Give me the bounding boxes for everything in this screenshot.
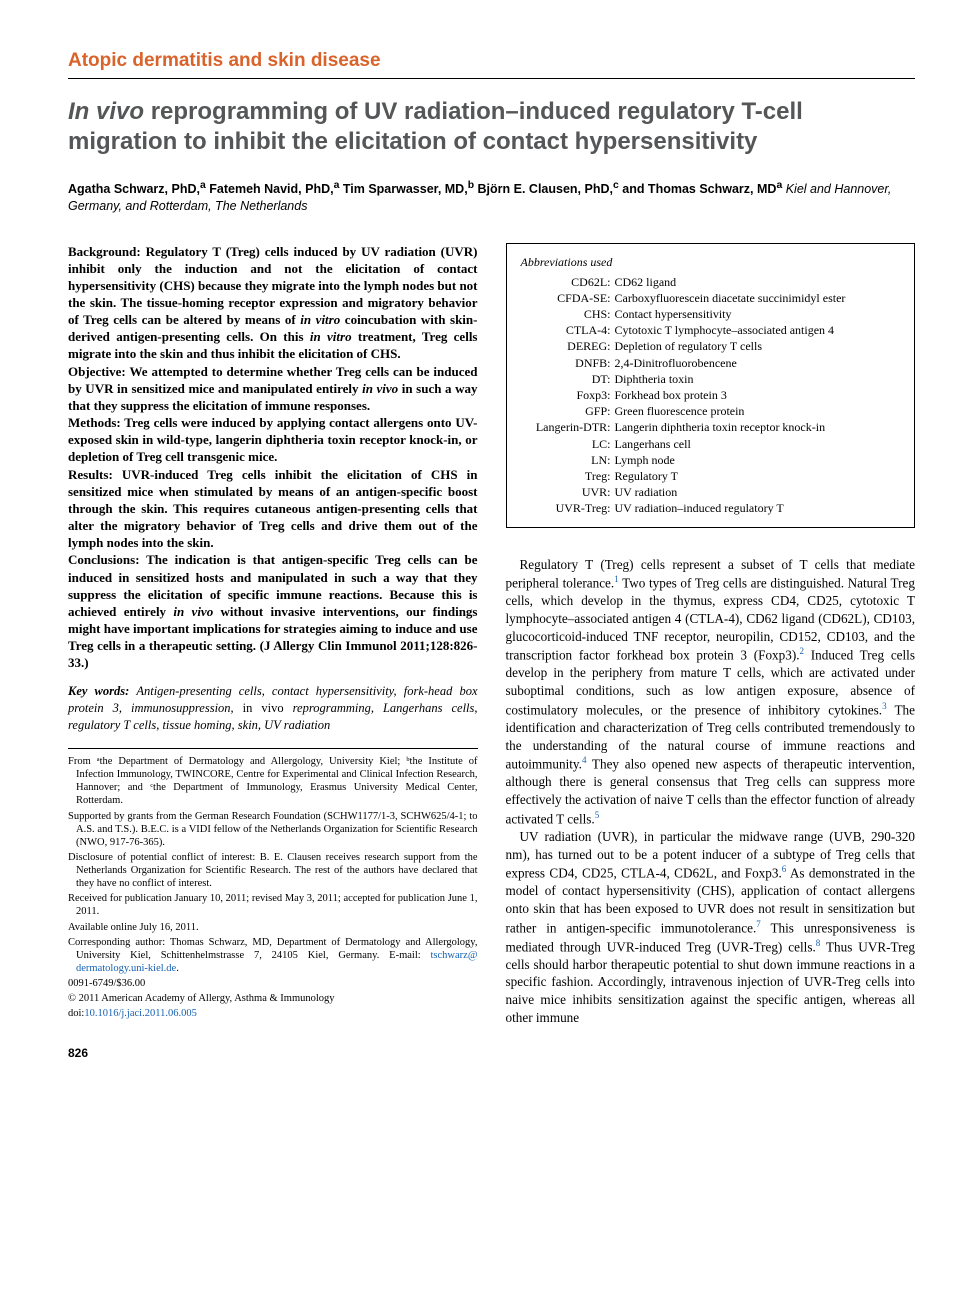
abbr-key: DNFB: [521,355,615,371]
abs-conclusions: Conclusions: The indication is that anti… [68,552,478,670]
abbr-row: Treg:Regulatory T [521,468,901,484]
fn-code: 0091-6749/$36.00 [68,977,478,990]
title-rest: reprogramming of UV radiation–induced re… [68,98,803,155]
right-column: Abbreviations used CD62L:CD62 ligandCFDA… [506,243,916,1027]
page-number: 826 [68,1045,915,1061]
abbr-key: DT: [521,371,615,387]
abbr-key: Langerin-DTR: [521,419,615,435]
abbr-val: Lymph node [615,452,901,468]
abbr-key: LN: [521,452,615,468]
abbr-val: Carboxyfluorescein diacetate succinimidy… [615,290,901,306]
fn-doi: doi:10.1016/j.jaci.2011.06.005 [68,1007,478,1020]
author-names: Agatha Schwarz, PhD,a Fatemeh Navid, PhD… [68,182,782,196]
abbr-val: Green fluorescence protein [615,403,901,419]
abbr-row: DEREG:Depletion of regulatory T cells [521,338,901,354]
abs-background: Background: Regulatory T (Treg) cells in… [68,244,478,362]
fn-supported: Supported by grants from the German Rese… [68,810,478,849]
abbr-row: GFP:Green fluorescence protein [521,403,901,419]
abbr-row: Langerin-DTR:Langerin diphtheria toxin r… [521,419,901,435]
abbr-val: Langerhans cell [615,436,901,452]
body-p2: UV radiation (UVR), in particular the mi… [506,828,916,1027]
abbr-val: Depletion of regulatory T cells [615,338,901,354]
abbr-row: LC:Langerhans cell [521,436,901,452]
abbr-key: GFP: [521,403,615,419]
abbr-row: DNFB:2,4-Dinitrofluorobencene [521,355,901,371]
abbr-key: DEREG: [521,338,615,354]
abbr-val: Contact hypersensitivity [615,306,901,322]
abbr-header: Abbreviations used [521,254,901,270]
abstract: Background: Regulatory T (Treg) cells in… [68,243,478,672]
title-italic: In vivo [68,98,144,125]
abbr-row: CHS:Contact hypersensitivity [521,306,901,322]
abbr-row: CFDA-SE:Carboxyfluorescein diacetate suc… [521,290,901,306]
abbr-key: CHS: [521,306,615,322]
abbr-val: UV radiation [615,484,901,500]
abbr-val: UV radiation–induced regulatory T [615,500,901,516]
abbr-row: Foxp3:Forkhead box protein 3 [521,387,901,403]
fn-received: Received for publication January 10, 201… [68,892,478,918]
abbreviations-box: Abbreviations used CD62L:CD62 ligandCFDA… [506,243,916,528]
abbr-row: DT:Diphtheria toxin [521,371,901,387]
body-p1: Regulatory T (Treg) cells represent a su… [506,556,916,828]
footnotes: From ᵃthe Department of Dermatology and … [68,748,478,1020]
abbr-key: UVR: [521,484,615,500]
section-header: Atopic dermatitis and skin disease [68,48,915,74]
abbr-key: UVR-Treg: [521,500,615,516]
fn-available: Available online July 16, 2011. [68,921,478,934]
fn-corresponding: Corresponding author: Thomas Schwarz, MD… [68,936,478,975]
left-column: Background: Regulatory T (Treg) cells in… [68,243,478,1027]
fn-disclosure: Disclosure of potential conflict of inte… [68,851,478,890]
abbr-row: UVR:UV radiation [521,484,901,500]
abbr-key: LC: [521,436,615,452]
abbr-val: CD62 ligand [615,274,901,290]
abbr-val: Cytotoxic T lymphocyte–associated antige… [615,322,901,338]
abbr-row: LN:Lymph node [521,452,901,468]
article-title: In vivo reprogramming of UV radiation–in… [68,97,915,157]
abbr-key: Treg: [521,468,615,484]
ref-5[interactable]: 5 [595,810,600,820]
abbr-key: CTLA-4: [521,322,615,338]
keywords: Key words: Antigen-presenting cells, con… [68,683,478,734]
abbr-val: 2,4-Dinitrofluorobencene [615,355,901,371]
body-text: Regulatory T (Treg) cells represent a su… [506,556,916,1027]
abbr-key: CD62L: [521,274,615,290]
fn-from: From ᵃthe Department of Dermatology and … [68,755,478,808]
fn-copyright: © 2011 American Academy of Allergy, Asth… [68,992,478,1005]
abs-objective: Objective: We attempted to determine whe… [68,364,478,413]
abbr-val: Forkhead box protein 3 [615,387,901,403]
abbr-row: CD62L:CD62 ligand [521,274,901,290]
abs-methods: Methods: Treg cells were induced by appl… [68,415,478,464]
abbr-key: Foxp3: [521,387,615,403]
authors-block: Agatha Schwarz, PhD,a Fatemeh Navid, PhD… [68,179,915,215]
abbr-val: Langerin diphtheria toxin receptor knock… [615,419,901,435]
section-rule [68,78,915,79]
abbr-key: CFDA-SE: [521,290,615,306]
abbr-row: CTLA-4:Cytotoxic T lymphocyte–associated… [521,322,901,338]
abs-results: Results: UVR-induced Treg cells inhibit … [68,467,478,551]
abbr-row: UVR-Treg:UV radiation–induced regulatory… [521,500,901,516]
doi-link[interactable]: 10.1016/j.jaci.2011.06.005 [84,1008,196,1019]
abbr-val: Regulatory T [615,468,901,484]
abbr-val: Diphtheria toxin [615,371,901,387]
